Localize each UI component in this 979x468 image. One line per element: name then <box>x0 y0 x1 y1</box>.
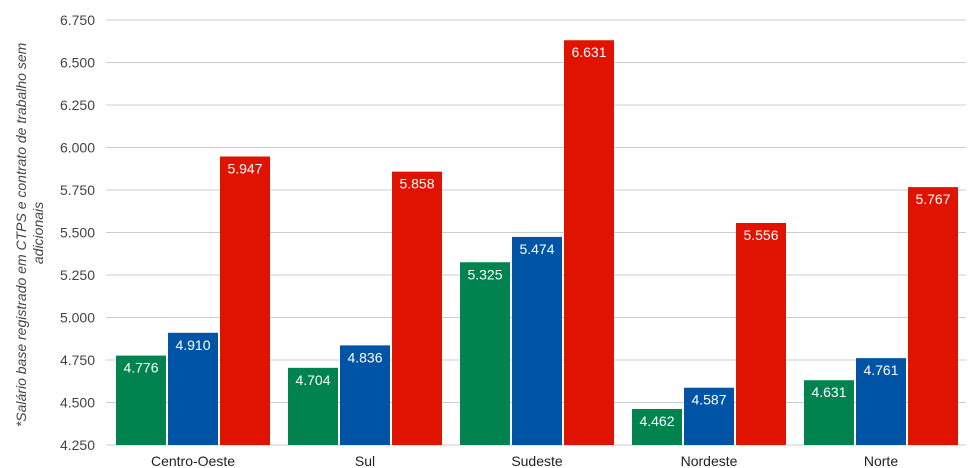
bar-series-1 <box>288 367 338 445</box>
data-label: 4.631 <box>811 384 846 400</box>
x-category-label: Sul <box>355 453 375 468</box>
x-category-label: Sudeste <box>511 453 563 468</box>
y-tick-label: 5.500 <box>60 225 95 241</box>
data-label: 4.587 <box>691 392 726 408</box>
y-tick-label: 5.750 <box>60 182 95 198</box>
bar-series-1 <box>632 408 682 445</box>
bar-series-3 <box>736 222 786 445</box>
y-tick-label: 4.250 <box>60 437 95 453</box>
data-label: 4.462 <box>639 413 674 429</box>
y-tick-label: 6.000 <box>60 140 95 156</box>
bar-series-3 <box>908 187 958 446</box>
bar-series-2 <box>340 345 390 445</box>
bar-series-3 <box>392 171 442 445</box>
y-axis-label-line-1: *Salário base registrado em CTPS e contr… <box>13 42 29 427</box>
y-axis-label: *Salário base registrado em CTPS e contr… <box>13 39 46 427</box>
y-tick-label: 5.000 <box>60 310 95 326</box>
data-label: 4.704 <box>295 372 330 388</box>
data-label: 5.858 <box>399 176 434 192</box>
x-category-label: Nordeste <box>681 453 738 468</box>
data-label: 6.631 <box>571 44 606 60</box>
y-tick-label: 6.750 <box>60 12 95 28</box>
x-category-label: Centro-Oeste <box>151 453 235 468</box>
bar-series-2 <box>684 387 734 445</box>
data-label: 4.761 <box>863 362 898 378</box>
data-label: 4.910 <box>175 337 210 353</box>
bar-series-1 <box>460 262 510 445</box>
bar-series-1 <box>804 380 854 445</box>
x-category-label: Norte <box>864 453 898 468</box>
y-tick-label: 6.500 <box>60 55 95 71</box>
data-label: 4.776 <box>123 360 158 376</box>
data-label: 5.556 <box>743 227 778 243</box>
y-tick-label: 4.750 <box>60 352 95 368</box>
bar-series-2 <box>856 358 906 445</box>
bar-series-2 <box>512 236 562 445</box>
bar-series-1 <box>116 355 166 445</box>
data-label: 4.836 <box>347 349 382 365</box>
bar-series-2 <box>168 332 218 445</box>
data-label: 5.947 <box>227 161 262 177</box>
y-tick-label: 6.250 <box>60 97 95 113</box>
data-label: 5.325 <box>467 266 502 282</box>
data-label: 5.474 <box>519 241 554 257</box>
y-tick-label: 5.250 <box>60 267 95 283</box>
y-tick-label: 4.500 <box>60 395 95 411</box>
bar-series-3 <box>220 156 270 445</box>
bar-series-3 <box>564 40 614 445</box>
y-axis-label-line-2: adicionais <box>30 202 46 264</box>
data-label: 5.767 <box>915 191 950 207</box>
